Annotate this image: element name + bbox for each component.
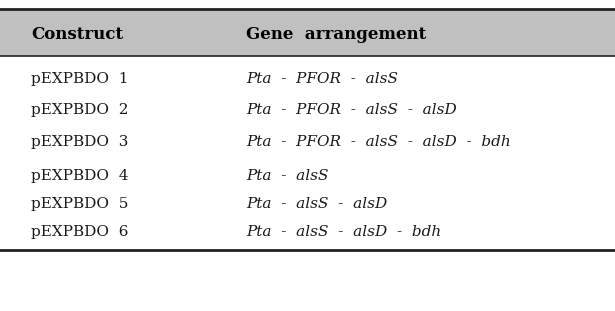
Text: pEXPBDO  1: pEXPBDO 1 [31,72,129,86]
Bar [0,9,615,56]
Text: pEXPBDO  5: pEXPBDO 5 [31,197,128,211]
Text: Pta  -  alsS  -  alsD  -  bdh: Pta - alsS - alsD - bdh [246,225,441,239]
Text: Pta  -  PFOR  -  alsS: Pta - PFOR - alsS [246,72,398,86]
Text: Construct: Construct [31,26,123,43]
Text: Gene  arrangement: Gene arrangement [246,26,426,43]
Text: pEXPBDO  3: pEXPBDO 3 [31,134,128,149]
Text: Pta  -  alsS  -  alsD: Pta - alsS - alsD [246,197,387,211]
Text: pEXPBDO  4: pEXPBDO 4 [31,169,129,183]
Text: Pta  -  alsS: Pta - alsS [246,169,328,183]
Text: pEXPBDO  2: pEXPBDO 2 [31,103,129,118]
Text: pEXPBDO  6: pEXPBDO 6 [31,225,129,239]
Text: Pta  -  PFOR  -  alsS  -  alsD: Pta - PFOR - alsS - alsD [246,103,457,118]
Text: Pta  -  PFOR  -  alsS  -  alsD  -  bdh: Pta - PFOR - alsS - alsD - bdh [246,134,510,149]
